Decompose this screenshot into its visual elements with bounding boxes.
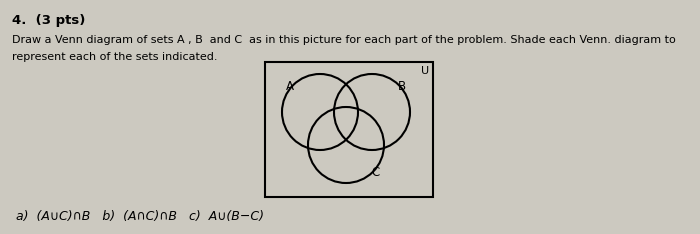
Text: Draw a Venn diagram of sets A , B  and C  as in this picture for each part of th: Draw a Venn diagram of sets A , B and C …: [12, 35, 676, 45]
Text: A: A: [286, 80, 294, 93]
Text: C: C: [372, 166, 380, 179]
Bar: [265, 62, 433, 197]
Text: a)  (A∪C)∩B   b)  (A∩C)∩B   c)  A∪(B−C): a) (A∪C)∩B b) (A∩C)∩B c) A∪(B−C): [16, 210, 264, 223]
Text: U: U: [421, 66, 429, 76]
Text: 4.  (3 pts): 4. (3 pts): [12, 14, 85, 27]
Text: B: B: [398, 80, 406, 93]
Text: represent each of the sets indicated.: represent each of the sets indicated.: [12, 52, 218, 62]
